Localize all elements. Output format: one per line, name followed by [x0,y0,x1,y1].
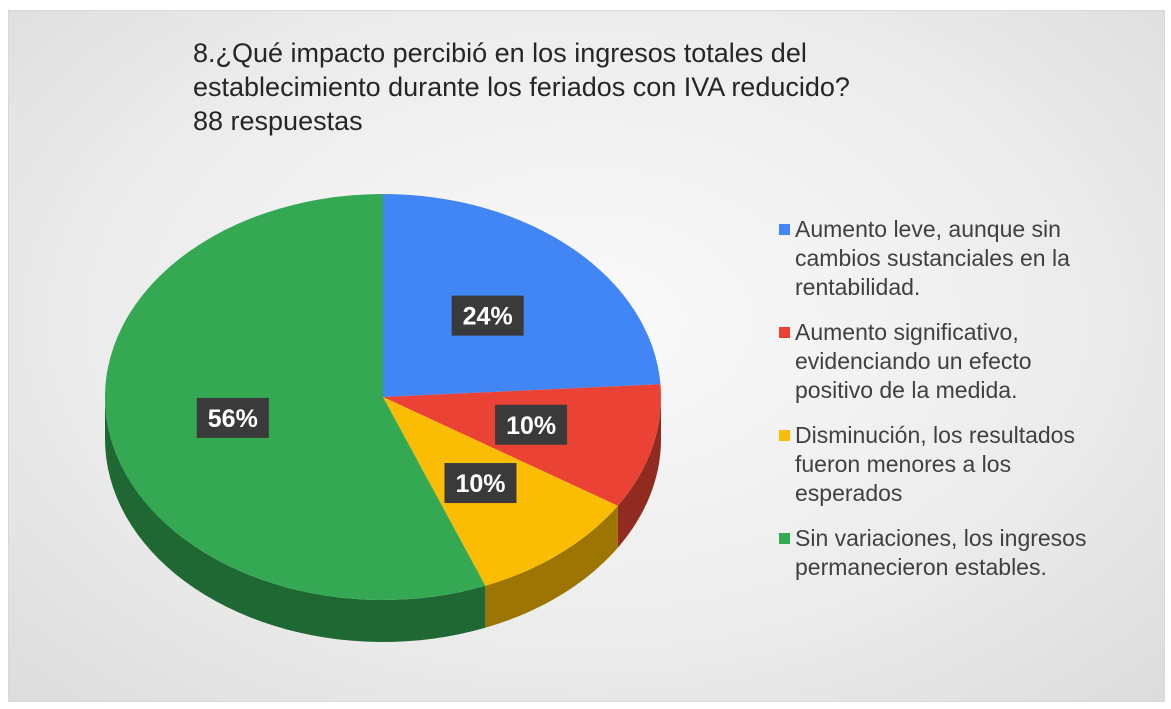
legend-label: Sin variaciones, los ingresos permanecie… [795,525,1087,580]
legend-label: Disminución, los resultados fueron menor… [795,422,1075,506]
value-label: 10% [506,412,556,440]
legend-swatch [779,224,790,235]
legend-label: Aumento leve, aunque sin cambios sustanc… [795,216,1070,300]
value-label-box [495,404,568,445]
value-label-box [444,463,517,504]
value-label: 56% [208,405,258,433]
value-label: 10% [455,470,505,498]
slice [383,384,661,506]
slice-side [617,397,661,548]
legend-entry: Sin variaciones, los ingresos permanecie… [775,524,1105,582]
slice-side [105,397,486,642]
chart-title: 8.¿Qué impacto percibió en los ingresos … [193,38,850,102]
legend: Aumento leve, aunque sin cambios sustanc… [775,215,1170,598]
legend-entry: Aumento significativo, evidenciando un e… [775,318,1105,405]
legend-label: Aumento significativo, evidenciando un e… [795,319,1032,403]
slice [383,194,661,397]
legend-entry: Disminución, los resultados fueron menor… [775,421,1105,508]
value-label: 24% [463,303,513,331]
legend-swatch [779,533,790,544]
legend-entry: Aumento leve, aunque sin cambios sustanc… [775,215,1105,302]
legend-swatch [779,327,790,338]
chart-subtitle: 88 respuestas [193,106,363,136]
slice [105,194,486,600]
legend-swatch [779,430,790,441]
value-label-box [451,295,524,336]
value-label-box [196,397,269,438]
slice-side [485,505,618,628]
